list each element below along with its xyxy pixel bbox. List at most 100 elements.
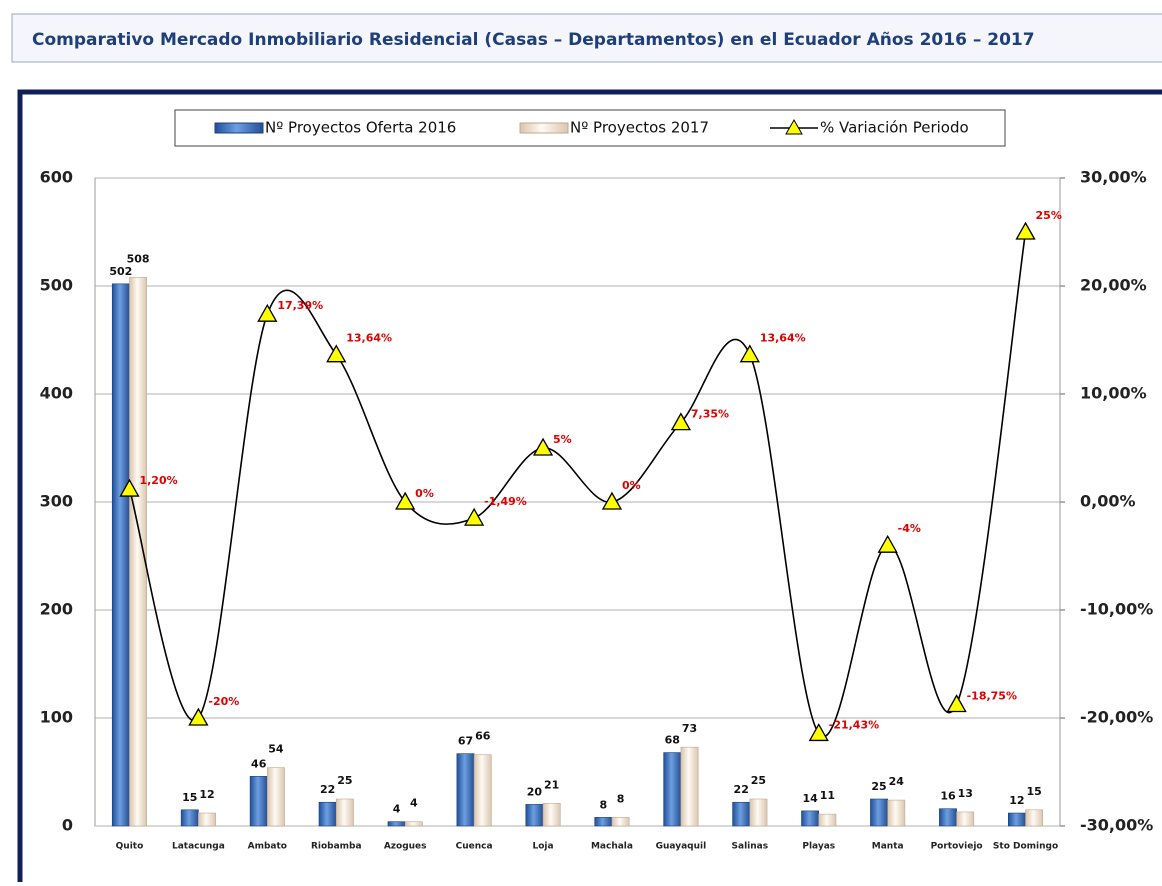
y-tick-label: 600 xyxy=(40,168,73,187)
x-tick-label: Loja xyxy=(532,842,553,852)
bar-value-label: 67 xyxy=(458,735,473,748)
x-tick-label: Ambato xyxy=(248,842,287,852)
y-tick-label: 500 xyxy=(40,276,73,295)
bar xyxy=(749,798,768,827)
legend xyxy=(174,109,1006,147)
chart-title: Comparativo Mercado Inmobiliario Residen… xyxy=(32,30,1035,50)
line-value-label: 13,64% xyxy=(346,332,392,345)
bar-value-label: 13 xyxy=(958,787,973,800)
bar-value-label: 502 xyxy=(109,265,132,278)
bar-value-label: 14 xyxy=(802,792,818,805)
y-tick-label: 200 xyxy=(40,600,73,619)
bar-value-label: 16 xyxy=(940,790,956,803)
line-value-label: -21,43% xyxy=(829,718,879,731)
y2-tick-label: 10,00% xyxy=(1080,384,1147,403)
line-value-label: -4% xyxy=(898,522,921,535)
line-marker xyxy=(1015,221,1036,240)
y-tick-label: 100 xyxy=(40,708,73,727)
line-value-label: 17,39% xyxy=(277,299,323,312)
line-marker xyxy=(877,534,898,553)
bar-value-label: 24 xyxy=(889,775,905,788)
line-marker xyxy=(670,412,692,431)
bar xyxy=(387,821,406,827)
bar xyxy=(473,754,492,827)
bar-value-label: 22 xyxy=(320,783,335,796)
line-marker xyxy=(257,303,278,322)
line-marker xyxy=(532,437,554,456)
line-marker xyxy=(601,491,623,510)
bar-value-label: 15 xyxy=(1026,785,1041,798)
line-value-label: 5% xyxy=(553,433,572,446)
bar-value-label: 46 xyxy=(251,757,267,770)
legend-label: % Variación Periodo xyxy=(820,119,969,137)
bar xyxy=(594,817,613,827)
bar-value-label: 73 xyxy=(682,722,697,735)
x-tick-label: Manta xyxy=(872,842,904,852)
x-tick-label: Sto Domingo xyxy=(993,842,1058,852)
bar-value-label: 25 xyxy=(871,780,886,793)
bar xyxy=(180,809,199,827)
line-marker xyxy=(188,707,209,726)
bar xyxy=(887,799,906,827)
bar xyxy=(525,804,544,827)
bar-value-label: 4 xyxy=(393,803,401,816)
bar xyxy=(663,752,682,827)
bar xyxy=(111,283,130,827)
x-tick-label: Azogues xyxy=(384,842,427,852)
x-tick-label: Salinas xyxy=(732,842,769,852)
bar xyxy=(1025,809,1044,827)
x-tick-label: Machala xyxy=(591,842,633,852)
bar xyxy=(267,767,285,827)
x-tick-label: Quito xyxy=(116,842,144,852)
bar-value-label: 12 xyxy=(199,788,214,801)
line-marker xyxy=(326,344,347,363)
bar-value-label: 25 xyxy=(337,774,352,787)
x-tick-label: Guayaquil xyxy=(656,842,707,852)
bar-value-label: 54 xyxy=(268,743,284,756)
line-marker xyxy=(119,478,140,497)
bar xyxy=(129,277,147,827)
bar xyxy=(404,821,423,827)
line-marker xyxy=(463,507,485,526)
bar xyxy=(335,798,354,827)
x-tick-label: Portoviejo xyxy=(931,842,983,852)
bar-value-label: 508 xyxy=(127,252,150,265)
line-value-label: -1,49% xyxy=(484,495,527,508)
y2-tick-label: 0,00% xyxy=(1080,492,1136,511)
line-value-label: 0% xyxy=(622,479,641,492)
y-tick-label: 0 xyxy=(62,816,73,835)
y2-tick-label: -20,00% xyxy=(1080,708,1153,727)
bar-value-label: 12 xyxy=(1009,794,1024,807)
bar xyxy=(542,803,561,827)
bar xyxy=(956,811,975,827)
bar xyxy=(939,808,957,827)
bar-value-label: 8 xyxy=(600,798,608,811)
legend-label: Nº Proyectos 2017 xyxy=(570,119,709,137)
y-tick-label: 300 xyxy=(40,492,73,511)
bar-value-label: 22 xyxy=(734,783,749,796)
y-tick-label: 400 xyxy=(40,384,73,403)
bar-value-label: 15 xyxy=(182,791,197,804)
legend-marker xyxy=(785,118,803,135)
bar-value-label: 8 xyxy=(617,792,625,805)
line-marker xyxy=(739,344,760,363)
bar xyxy=(680,746,699,827)
bar xyxy=(1008,812,1026,827)
line-value-label: 0% xyxy=(415,487,434,500)
line-value-label: 7,35% xyxy=(691,408,729,421)
line-value-label: 25% xyxy=(1036,209,1062,222)
line-value-label: 1,20% xyxy=(139,474,177,487)
legend-swatch xyxy=(519,122,569,134)
bar xyxy=(249,776,268,827)
title-box xyxy=(11,13,1162,63)
bar-value-label: 68 xyxy=(665,734,680,747)
bar xyxy=(318,801,337,827)
y2-tick-label: -10,00% xyxy=(1080,600,1153,619)
legend-label: Nº Proyectos Oferta 2016 xyxy=(265,119,456,137)
bar xyxy=(818,813,837,827)
bar-value-label: 21 xyxy=(544,778,559,791)
bar-value-label: 4 xyxy=(410,797,418,810)
bar xyxy=(732,801,751,827)
legend-swatch xyxy=(214,122,264,134)
